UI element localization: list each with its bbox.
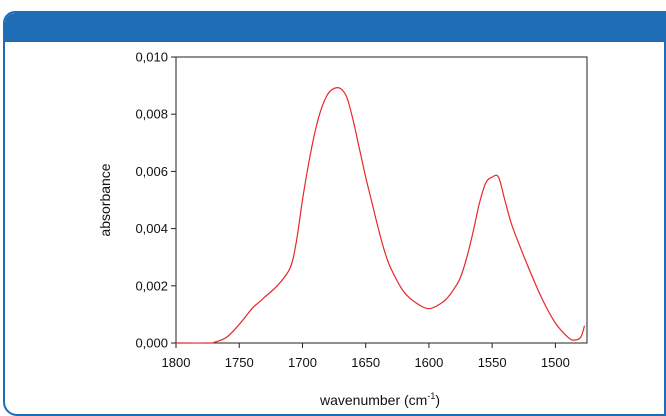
series-line [175, 86, 586, 344]
x-axis-title-main: wavenumber (cm [319, 392, 427, 408]
y-axis-title: absorbance [97, 163, 113, 236]
x-axis-title-superscript: -1 [427, 391, 435, 401]
x-tick-label: 1650 [351, 355, 380, 370]
x-axis-title: wavenumber (cm-1) [319, 391, 440, 408]
figure-panel [3, 11, 666, 416]
y-tick-label: 0,008 [135, 107, 168, 122]
plot-area-border [175, 56, 588, 344]
x-axis: 1800 1750 1700 1650 1600 1550 1500 [162, 343, 570, 370]
header-banner [5, 13, 664, 42]
x-tick-label: 1550 [478, 355, 507, 370]
x-axis-title-suffix: ) [435, 392, 440, 408]
x-tick-label: 1800 [162, 355, 191, 370]
y-tick-label: 0,002 [135, 278, 168, 293]
x-tick-label: 1500 [541, 355, 570, 370]
y-tick-label: 0,010 [135, 50, 168, 65]
x-tick-label: 1750 [225, 355, 254, 370]
y-tick-label: 0,006 [135, 164, 168, 179]
y-tick-label: 0,004 [135, 221, 168, 236]
x-tick-label: 1600 [414, 355, 443, 370]
x-tick-label: 1700 [288, 355, 317, 370]
y-tick-label: 0,000 [135, 336, 168, 351]
y-axis: 0,000 0,002 0,004 0,006 0,008 0,010 [135, 50, 176, 351]
